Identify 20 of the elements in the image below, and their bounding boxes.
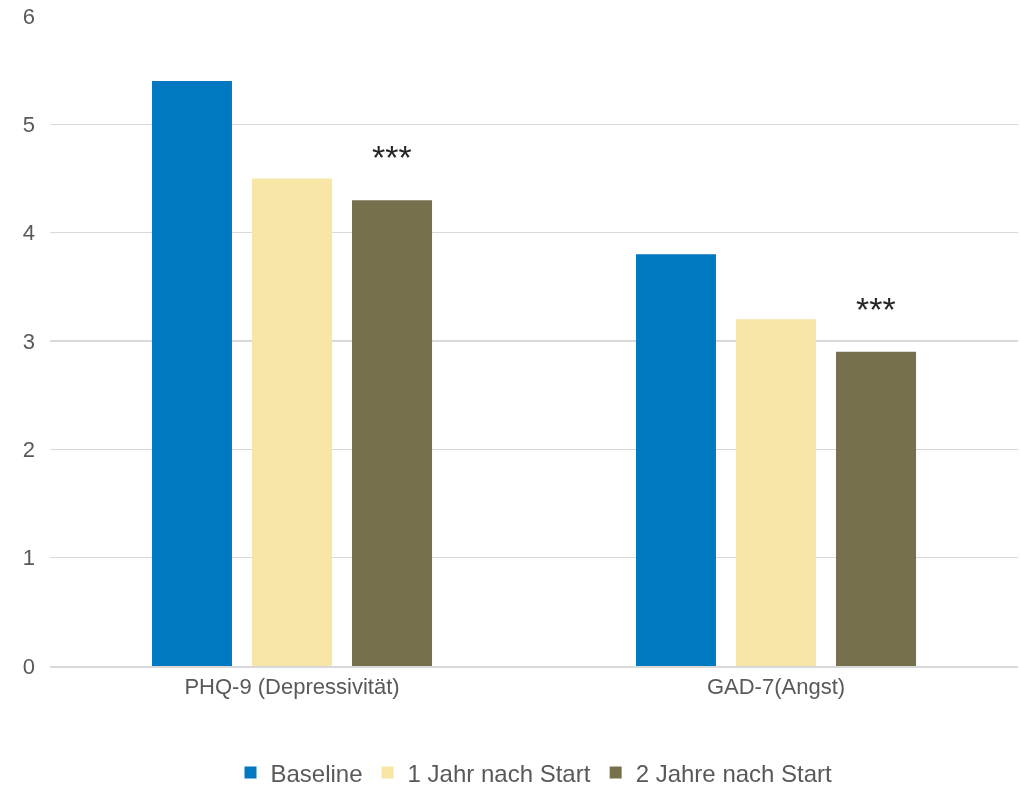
legend-label: 2 Jahre nach Start xyxy=(635,759,833,787)
annotation: *** xyxy=(372,138,412,176)
legend-label: Baseline xyxy=(270,759,363,787)
y-tick-label: 2 xyxy=(22,437,35,463)
x-tick-label: GAD-7(Angst) xyxy=(706,673,846,699)
y-tick-label: 5 xyxy=(22,112,35,138)
bar xyxy=(251,178,333,666)
x-tick-label: PHQ-9 (Depressivität) xyxy=(184,673,400,699)
bar xyxy=(352,200,433,666)
annotation: *** xyxy=(856,290,896,328)
y-tick-label: 4 xyxy=(22,220,35,246)
bar xyxy=(735,319,817,666)
legend-label: 1 Jahr nach Start xyxy=(407,759,591,787)
y-tick-label: 6 xyxy=(22,3,35,29)
bar xyxy=(836,351,917,666)
y-tick-label: 0 xyxy=(22,653,35,679)
bar xyxy=(151,81,232,666)
bar xyxy=(635,254,716,666)
y-tick-label: 1 xyxy=(22,545,35,571)
y-tick-label: 3 xyxy=(22,328,35,354)
